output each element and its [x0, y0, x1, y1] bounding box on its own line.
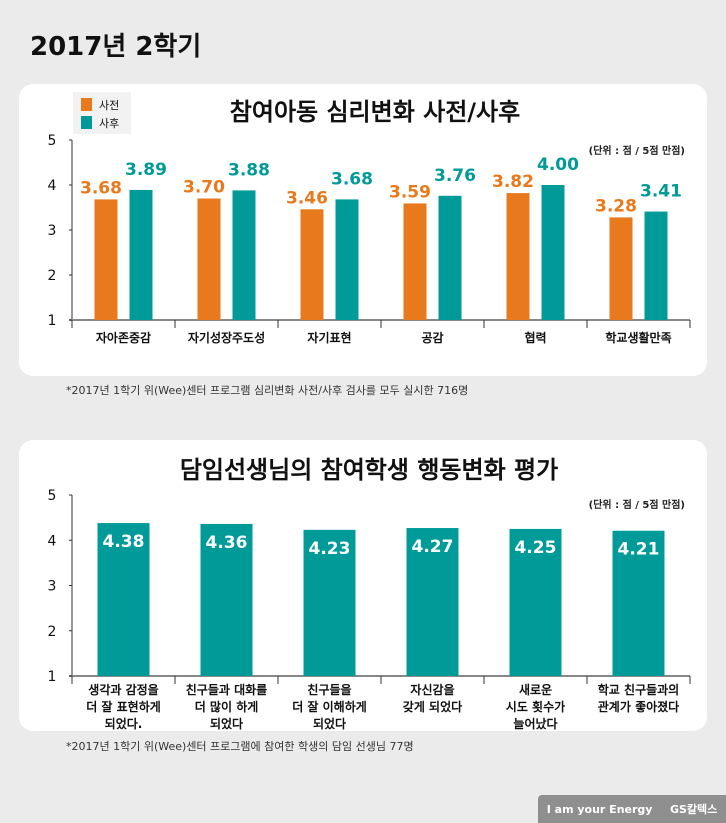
- y-tick-label: 4: [48, 533, 57, 549]
- category-label: 늘어났다: [513, 716, 557, 731]
- bar-사전: [94, 199, 118, 320]
- footnote-2: *2017년 1학기 위(Wee)센터 프로그램에 참여한 학생의 담임 선생님…: [66, 740, 414, 753]
- data-label: 4.38: [103, 532, 145, 552]
- brand-logo: GS칼텍스: [669, 803, 718, 816]
- bar-value: [406, 528, 459, 676]
- y-tick-label: 3: [48, 223, 57, 239]
- bar-value: [509, 528, 562, 676]
- y-tick-label: 1: [48, 669, 57, 685]
- bar-사전: [300, 209, 324, 320]
- category-label: 친구들과 대화를: [186, 682, 267, 697]
- chart-psych-change: 참여아동 심리변화 사전/사후 (단위 : 점 / 5점 만점) 1 2 3 4 5 자아존중…: [48, 92, 691, 345]
- bar-사전: [609, 217, 633, 320]
- data-label: 3.59: [389, 182, 431, 202]
- bar-사전: [403, 203, 427, 320]
- data-label: 3.46: [286, 188, 328, 208]
- category-label: 더 많이 하게: [195, 699, 259, 714]
- category-label: 되었다: [210, 716, 243, 731]
- category-label: 자기표현: [307, 330, 351, 345]
- chart-card-1: 참여아동 심리변화 사전/사후 (단위 : 점 / 5점 만점) 1 2 3 4 5 자아존중…: [19, 84, 707, 376]
- data-label: 3.89: [125, 160, 167, 180]
- category-label: 갖게 되었다: [403, 699, 462, 714]
- bar-사후: [335, 199, 359, 320]
- unit-note: (단위 : 점 / 5점 만점): [589, 498, 685, 511]
- legend-label: 사전: [99, 99, 119, 112]
- data-label: 3.41: [640, 182, 682, 202]
- category-label: 더 잘 이해하게: [292, 699, 367, 714]
- bar-사후: [644, 211, 668, 320]
- category-label: 학교생활만족: [605, 330, 671, 345]
- legend-label: 사후: [99, 117, 119, 130]
- category-label: 더 잘 표현하게: [86, 699, 161, 714]
- category-label: 자아존중감: [96, 330, 151, 345]
- footer-brand: I am your Energy GS칼텍스: [538, 795, 726, 823]
- chart-teacher-evaluation: 담임선생님의 참여학생 행동변화 평가 (단위 : 점 / 5점 만점) 1 2 3 4 5…: [48, 456, 691, 731]
- category-label: 협력: [524, 330, 546, 345]
- y-tick-label: 5: [48, 133, 57, 149]
- y-tick-label: 2: [48, 268, 57, 284]
- data-label: 3.82: [492, 172, 534, 192]
- legend-swatch: [81, 98, 92, 111]
- category-label: 친구들을: [307, 682, 351, 697]
- y-tick-label: 1: [48, 313, 57, 329]
- page-title: 2017년 2학기: [30, 32, 202, 62]
- unit-note: (단위 : 점 / 5점 만점): [589, 144, 685, 157]
- data-label: 3.70: [183, 178, 225, 198]
- category-label: 되었다.: [105, 716, 143, 731]
- category-label: 시도 횟수가: [506, 699, 565, 714]
- data-label: 4.21: [618, 540, 660, 560]
- y-tick-label: 3: [48, 579, 57, 595]
- y-tick-label: 4: [48, 178, 57, 194]
- bar-사전: [197, 198, 221, 320]
- bar-사후: [541, 185, 565, 320]
- bar-value: [303, 529, 356, 676]
- bar-사후: [129, 189, 153, 320]
- category-label: 학교 친구들과의: [598, 682, 679, 697]
- bar-value: [200, 523, 253, 676]
- bar-value: [97, 523, 150, 676]
- chart-card-2: 담임선생님의 참여학생 행동변화 평가 (단위 : 점 / 5점 만점) 1 2 3 4 5…: [19, 440, 707, 731]
- chart-title: 참여아동 심리변화 사전/사후: [230, 98, 520, 126]
- data-label: 3.76: [434, 166, 476, 186]
- data-label: 3.28: [595, 196, 637, 216]
- y-tick-label: 5: [48, 488, 57, 504]
- data-label: 4.25: [515, 538, 557, 558]
- data-label: 4.00: [537, 155, 579, 175]
- slogan: I am your Energy: [546, 802, 653, 816]
- footnote-1: *2017년 1학기 위(Wee)센터 프로그램 심리변화 사전/사후 검사를 …: [66, 384, 469, 397]
- legend-swatch: [81, 116, 92, 129]
- bar-사전: [506, 193, 530, 320]
- data-label: 4.36: [206, 533, 248, 553]
- category-label: 새로운: [519, 682, 552, 697]
- data-label: 3.68: [80, 178, 122, 198]
- category-label: 생각과 감정을: [88, 682, 158, 697]
- data-label: 3.88: [228, 160, 270, 180]
- data-label: 3.68: [331, 169, 373, 189]
- data-label: 4.23: [309, 539, 351, 559]
- category-label: 되었다: [313, 716, 346, 731]
- category-label: 자신감을: [410, 682, 454, 697]
- y-tick-label: 2: [48, 624, 57, 640]
- bar-value: [612, 530, 665, 676]
- category-label: 공감: [421, 330, 443, 345]
- chart-title: 담임선생님의 참여학생 행동변화 평가: [180, 456, 558, 484]
- bar-사후: [232, 190, 256, 320]
- bar-사후: [438, 195, 462, 320]
- category-label: 자기성장주도성: [188, 330, 265, 345]
- category-label: 관계가 좋아졌다: [598, 699, 679, 714]
- data-label: 4.27: [412, 537, 454, 557]
